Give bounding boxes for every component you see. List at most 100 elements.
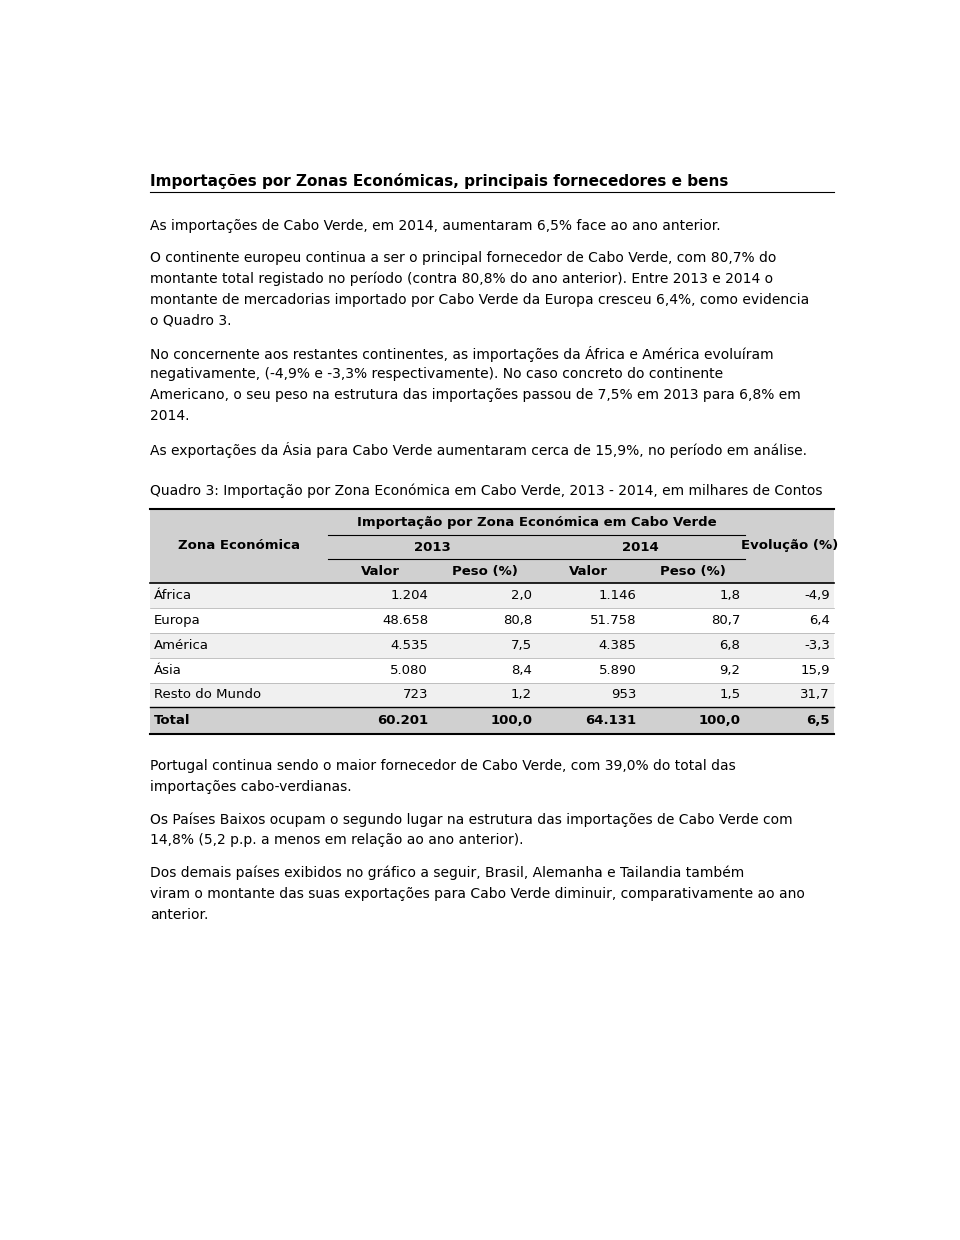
Text: 64.131: 64.131 (586, 714, 636, 727)
Text: 6,8: 6,8 (720, 639, 740, 652)
Bar (328, 682, 432, 707)
Text: -4,9: -4,9 (804, 589, 829, 603)
Bar (432, 583, 537, 608)
Text: 2014.: 2014. (150, 409, 189, 424)
Bar (537, 682, 641, 707)
Text: 5.080: 5.080 (391, 663, 428, 677)
Text: 1,5: 1,5 (719, 688, 740, 702)
Bar (745, 632, 834, 657)
Text: 51.758: 51.758 (589, 614, 636, 627)
Bar (641, 583, 745, 608)
Text: América: América (155, 639, 209, 652)
Bar (150, 608, 328, 632)
Bar (745, 608, 834, 632)
Bar (328, 657, 432, 682)
Text: anterior.: anterior. (150, 908, 208, 921)
Bar (745, 682, 834, 707)
Bar (537, 536, 641, 559)
Text: As importações de Cabo Verde, em 2014, aumentaram 6,5% face ao ano anterior.: As importações de Cabo Verde, em 2014, a… (150, 218, 720, 233)
Text: o Quadro 3.: o Quadro 3. (150, 314, 231, 329)
Bar (537, 657, 641, 682)
Text: Importações por Zonas Económicas, principais fornecedores e bens: Importações por Zonas Económicas, princi… (150, 172, 728, 188)
Text: O continente europeu continua a ser o principal fornecedor de Cabo Verde, com 80: O continente europeu continua a ser o pr… (150, 250, 776, 265)
Text: Evolução (%): Evolução (%) (741, 539, 838, 553)
Bar (432, 682, 537, 707)
Bar (432, 632, 537, 657)
Text: 723: 723 (402, 688, 428, 702)
Bar (328, 508, 432, 536)
Text: Quadro 3: Importação por Zona Económica em Cabo Verde, 2013 - 2014, em milhares : Quadro 3: Importação por Zona Económica … (150, 484, 823, 498)
Text: 31,7: 31,7 (800, 688, 829, 702)
Text: 7,5: 7,5 (511, 639, 532, 652)
Bar (432, 559, 537, 583)
Bar (641, 707, 745, 734)
Bar (328, 583, 432, 608)
Bar (150, 657, 328, 682)
Text: 6,5: 6,5 (806, 714, 829, 727)
Bar (150, 707, 328, 734)
Text: África: África (155, 589, 192, 603)
Bar (641, 632, 745, 657)
Text: importações cabo-verdianas.: importações cabo-verdianas. (150, 780, 351, 794)
Bar (150, 632, 328, 657)
Text: Valor: Valor (569, 564, 609, 578)
Text: Zona Económica: Zona Económica (178, 539, 300, 553)
Bar (641, 608, 745, 632)
Text: 2,0: 2,0 (511, 589, 532, 603)
Bar (328, 536, 432, 559)
Bar (150, 583, 328, 608)
Bar (150, 559, 328, 583)
Text: Valor: Valor (361, 564, 400, 578)
Text: -3,3: -3,3 (804, 639, 829, 652)
Text: Importação por Zona Económica em Cabo Verde: Importação por Zona Económica em Cabo Ve… (357, 516, 716, 528)
Bar (745, 657, 834, 682)
Text: Total: Total (155, 714, 191, 727)
Text: 6,4: 6,4 (809, 614, 829, 627)
Bar (745, 559, 834, 583)
Text: 1,2: 1,2 (511, 688, 532, 702)
Bar (745, 583, 834, 608)
Text: Americano, o seu peso na estrutura das importações passou de 7,5% em 2013 para 6: Americano, o seu peso na estrutura das i… (150, 388, 801, 403)
Bar (328, 707, 432, 734)
Bar (328, 608, 432, 632)
Bar (432, 536, 537, 559)
Bar (745, 508, 834, 536)
Text: Portugal continua sendo o maior fornecedor de Cabo Verde, com 39,0% do total das: Portugal continua sendo o maior forneced… (150, 759, 735, 773)
Text: Ásia: Ásia (155, 663, 182, 677)
Text: Os Países Baixos ocupam o segundo lugar na estrutura das importações de Cabo Ver: Os Países Baixos ocupam o segundo lugar … (150, 812, 792, 827)
Text: 15,9: 15,9 (801, 663, 829, 677)
Text: No concernente aos restantes continentes, as importações da África e América evo: No concernente aos restantes continentes… (150, 346, 774, 362)
Bar (641, 657, 745, 682)
Text: 4.385: 4.385 (598, 639, 636, 652)
Bar (745, 707, 834, 734)
Bar (745, 536, 834, 559)
Bar (150, 508, 328, 536)
Text: 80,8: 80,8 (503, 614, 532, 627)
Text: As exportações da Ásia para Cabo Verde aumentaram cerca de 15,9%, no período em : As exportações da Ásia para Cabo Verde a… (150, 441, 806, 458)
Bar (150, 536, 328, 559)
Bar (537, 608, 641, 632)
Bar (328, 559, 432, 583)
Text: 953: 953 (611, 688, 636, 702)
Bar (537, 559, 641, 583)
Text: 2014: 2014 (622, 541, 660, 554)
Bar (641, 559, 745, 583)
Text: Dos demais países exibidos no gráfico a seguir, Brasil, Alemanha e Tailandia tam: Dos demais países exibidos no gráfico a … (150, 866, 744, 880)
Text: 9,2: 9,2 (719, 663, 740, 677)
Text: Peso (%): Peso (%) (660, 564, 726, 578)
Text: 80,7: 80,7 (711, 614, 740, 627)
Text: 8,4: 8,4 (512, 663, 532, 677)
Text: viram o montante das suas exportações para Cabo Verde diminuir, comparativamente: viram o montante das suas exportações pa… (150, 887, 804, 901)
Text: montante de mercadorias importado por Cabo Verde da Europa cresceu 6,4%, como ev: montante de mercadorias importado por Ca… (150, 293, 809, 308)
Bar (641, 508, 745, 536)
Text: Resto do Mundo: Resto do Mundo (155, 688, 261, 702)
Text: 1.146: 1.146 (598, 589, 636, 603)
Bar (641, 682, 745, 707)
Text: 48.658: 48.658 (382, 614, 428, 627)
Text: 60.201: 60.201 (377, 714, 428, 727)
Text: 100,0: 100,0 (491, 714, 532, 727)
Text: 2013: 2013 (414, 541, 451, 554)
Text: 4.535: 4.535 (390, 639, 428, 652)
Text: negativamente, (-4,9% e -3,3% respectivamente). No caso concreto do continente: negativamente, (-4,9% e -3,3% respectiva… (150, 367, 723, 382)
Bar (537, 707, 641, 734)
